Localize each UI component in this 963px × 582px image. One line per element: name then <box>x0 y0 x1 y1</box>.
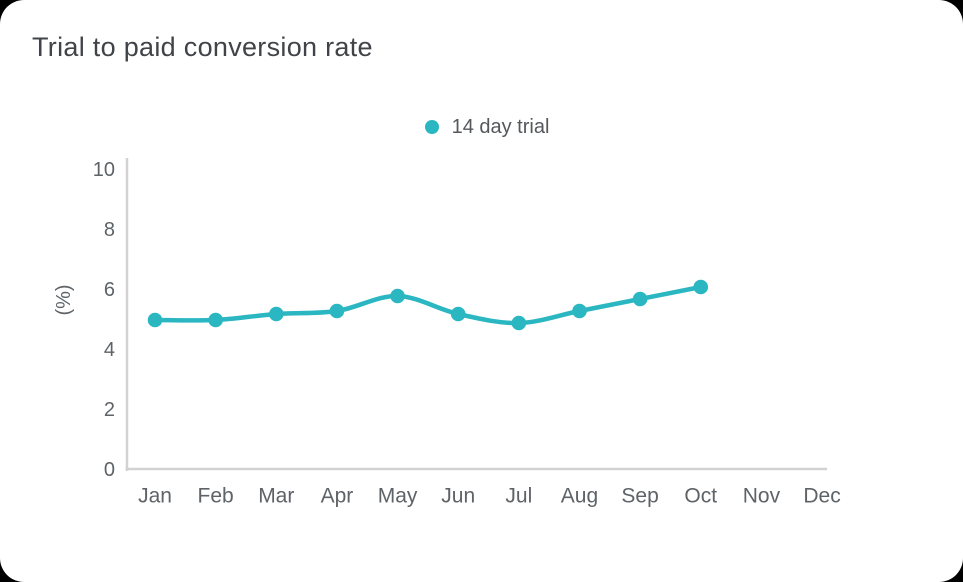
x-tick-label: Jul <box>505 485 532 508</box>
x-tick-label: Oct <box>684 485 717 508</box>
chart-title: Trial to paid conversion rate <box>32 32 373 62</box>
legend: 14 day trial <box>137 116 837 138</box>
data-point[interactable] <box>572 303 587 319</box>
data-point[interactable] <box>693 279 709 295</box>
x-tick-label: Mar <box>258 485 294 508</box>
y-tick-label: 10 <box>93 159 115 181</box>
x-tick-label: Jan <box>138 485 172 508</box>
legend-marker-icon <box>424 120 439 134</box>
data-point[interactable] <box>147 312 163 328</box>
x-tick-label: Apr <box>321 485 354 508</box>
x-tick-label: Sep <box>621 485 658 508</box>
y-axis-label: (%) <box>53 284 75 315</box>
x-tick-label: Nov <box>743 485 781 508</box>
y-tick-label: 6 <box>104 279 115 301</box>
data-point[interactable] <box>390 288 405 304</box>
x-tick-label: Aug <box>561 485 598 508</box>
x-tick-label: May <box>378 485 418 508</box>
x-tick-label: Dec <box>803 485 840 508</box>
data-point[interactable] <box>511 315 527 331</box>
data-point[interactable] <box>329 303 345 319</box>
legend-item[interactable]: 14 day trial <box>424 115 550 139</box>
series-line <box>152 284 704 326</box>
data-point[interactable] <box>632 291 648 307</box>
y-tick-label: 2 <box>104 399 115 421</box>
y-tick-label: 0 <box>104 459 115 481</box>
y-tick-label: 4 <box>104 339 115 361</box>
y-tick-label: 8 <box>104 219 115 241</box>
x-tick-label: Feb <box>198 485 234 508</box>
data-point[interactable] <box>450 306 466 322</box>
data-point[interactable] <box>208 312 223 328</box>
data-point[interactable] <box>268 306 284 322</box>
x-tick-label: Jun <box>441 485 475 508</box>
legend-label: 14 day trial <box>451 115 550 138</box>
